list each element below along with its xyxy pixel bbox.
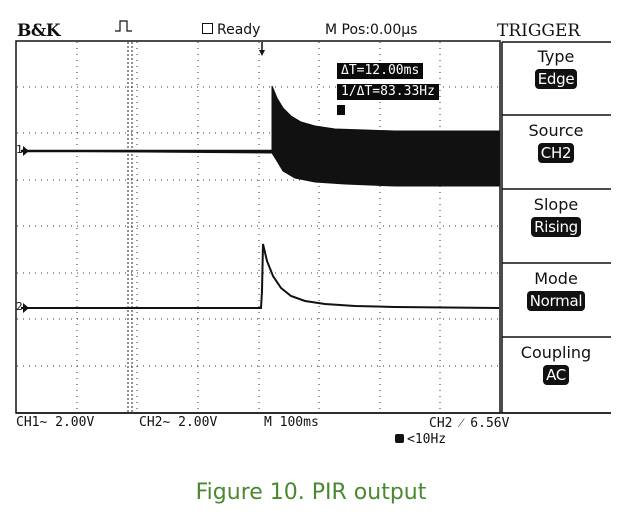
menu-type-value[interactable]: Edge	[534, 69, 578, 89]
menu-source-label: Source	[528, 121, 584, 140]
ch2-ground-marker[interactable]	[23, 303, 29, 313]
ch1-scale: CH1~ 2.00V	[16, 415, 95, 430]
ch2-trace	[21, 243, 500, 309]
brand-logo: B&K	[17, 21, 61, 41]
menu-source[interactable]: Source CH2	[502, 121, 610, 163]
ch1-marker-label: 1	[16, 143, 23, 156]
frequency-icon	[395, 434, 404, 443]
ch2-scale: CH2~ 2.00V	[139, 415, 218, 430]
delta-t-readout: ΔT=12.00ms	[337, 63, 424, 79]
menu-slope-label: Slope	[533, 195, 579, 214]
oscilloscope-screen: B&K Ready M Pos:0.00μs TRIGGER ΔT=12.00m…	[15, 16, 611, 455]
main-position-readout: M Pos:0.00μs	[325, 22, 418, 38]
menu-mode-value[interactable]: Normal	[526, 291, 586, 311]
menu-slope[interactable]: Slope Rising	[502, 195, 610, 237]
menu-mode[interactable]: Mode Normal	[502, 269, 610, 311]
waveform-display	[15, 20, 611, 414]
menu-slope-value[interactable]: Rising	[531, 217, 581, 237]
menu-coupling-value[interactable]: AC	[543, 365, 569, 385]
cursor-readout-clipped	[337, 105, 345, 115]
time-cursors[interactable]	[127, 42, 133, 412]
inverse-delta-t-readout: 1/ΔT=83.33Hz	[337, 84, 439, 100]
timebase: M 100ms	[264, 415, 319, 430]
figure-caption: Figure 10. PIR output	[195, 480, 427, 505]
ch1-ground-marker[interactable]	[23, 146, 29, 156]
trigger-frequency-value: <10Hz	[407, 432, 447, 447]
trigger-edge-icon	[115, 20, 132, 32]
menu-coupling[interactable]: Coupling AC	[502, 343, 610, 385]
menu-coupling-label: Coupling	[520, 343, 592, 362]
menu-source-value[interactable]: CH2	[537, 143, 575, 163]
acquisition-status: Ready	[202, 22, 260, 38]
trigger-position-marker	[259, 50, 265, 56]
status-icon	[202, 23, 213, 34]
menu-type-label: Type	[537, 47, 575, 66]
status-text: Ready	[217, 22, 261, 38]
menu-mode-label: Mode	[534, 269, 578, 288]
trigger-level: CH2 ⁄ 6.56V	[429, 416, 510, 431]
trigger-frequency: <10Hz	[395, 432, 446, 447]
menu-type[interactable]: Type Edge	[502, 47, 610, 89]
ch2-marker-label: 2	[16, 300, 23, 313]
menu-title: TRIGGER	[497, 21, 581, 41]
ch1-trace	[20, 85, 500, 187]
